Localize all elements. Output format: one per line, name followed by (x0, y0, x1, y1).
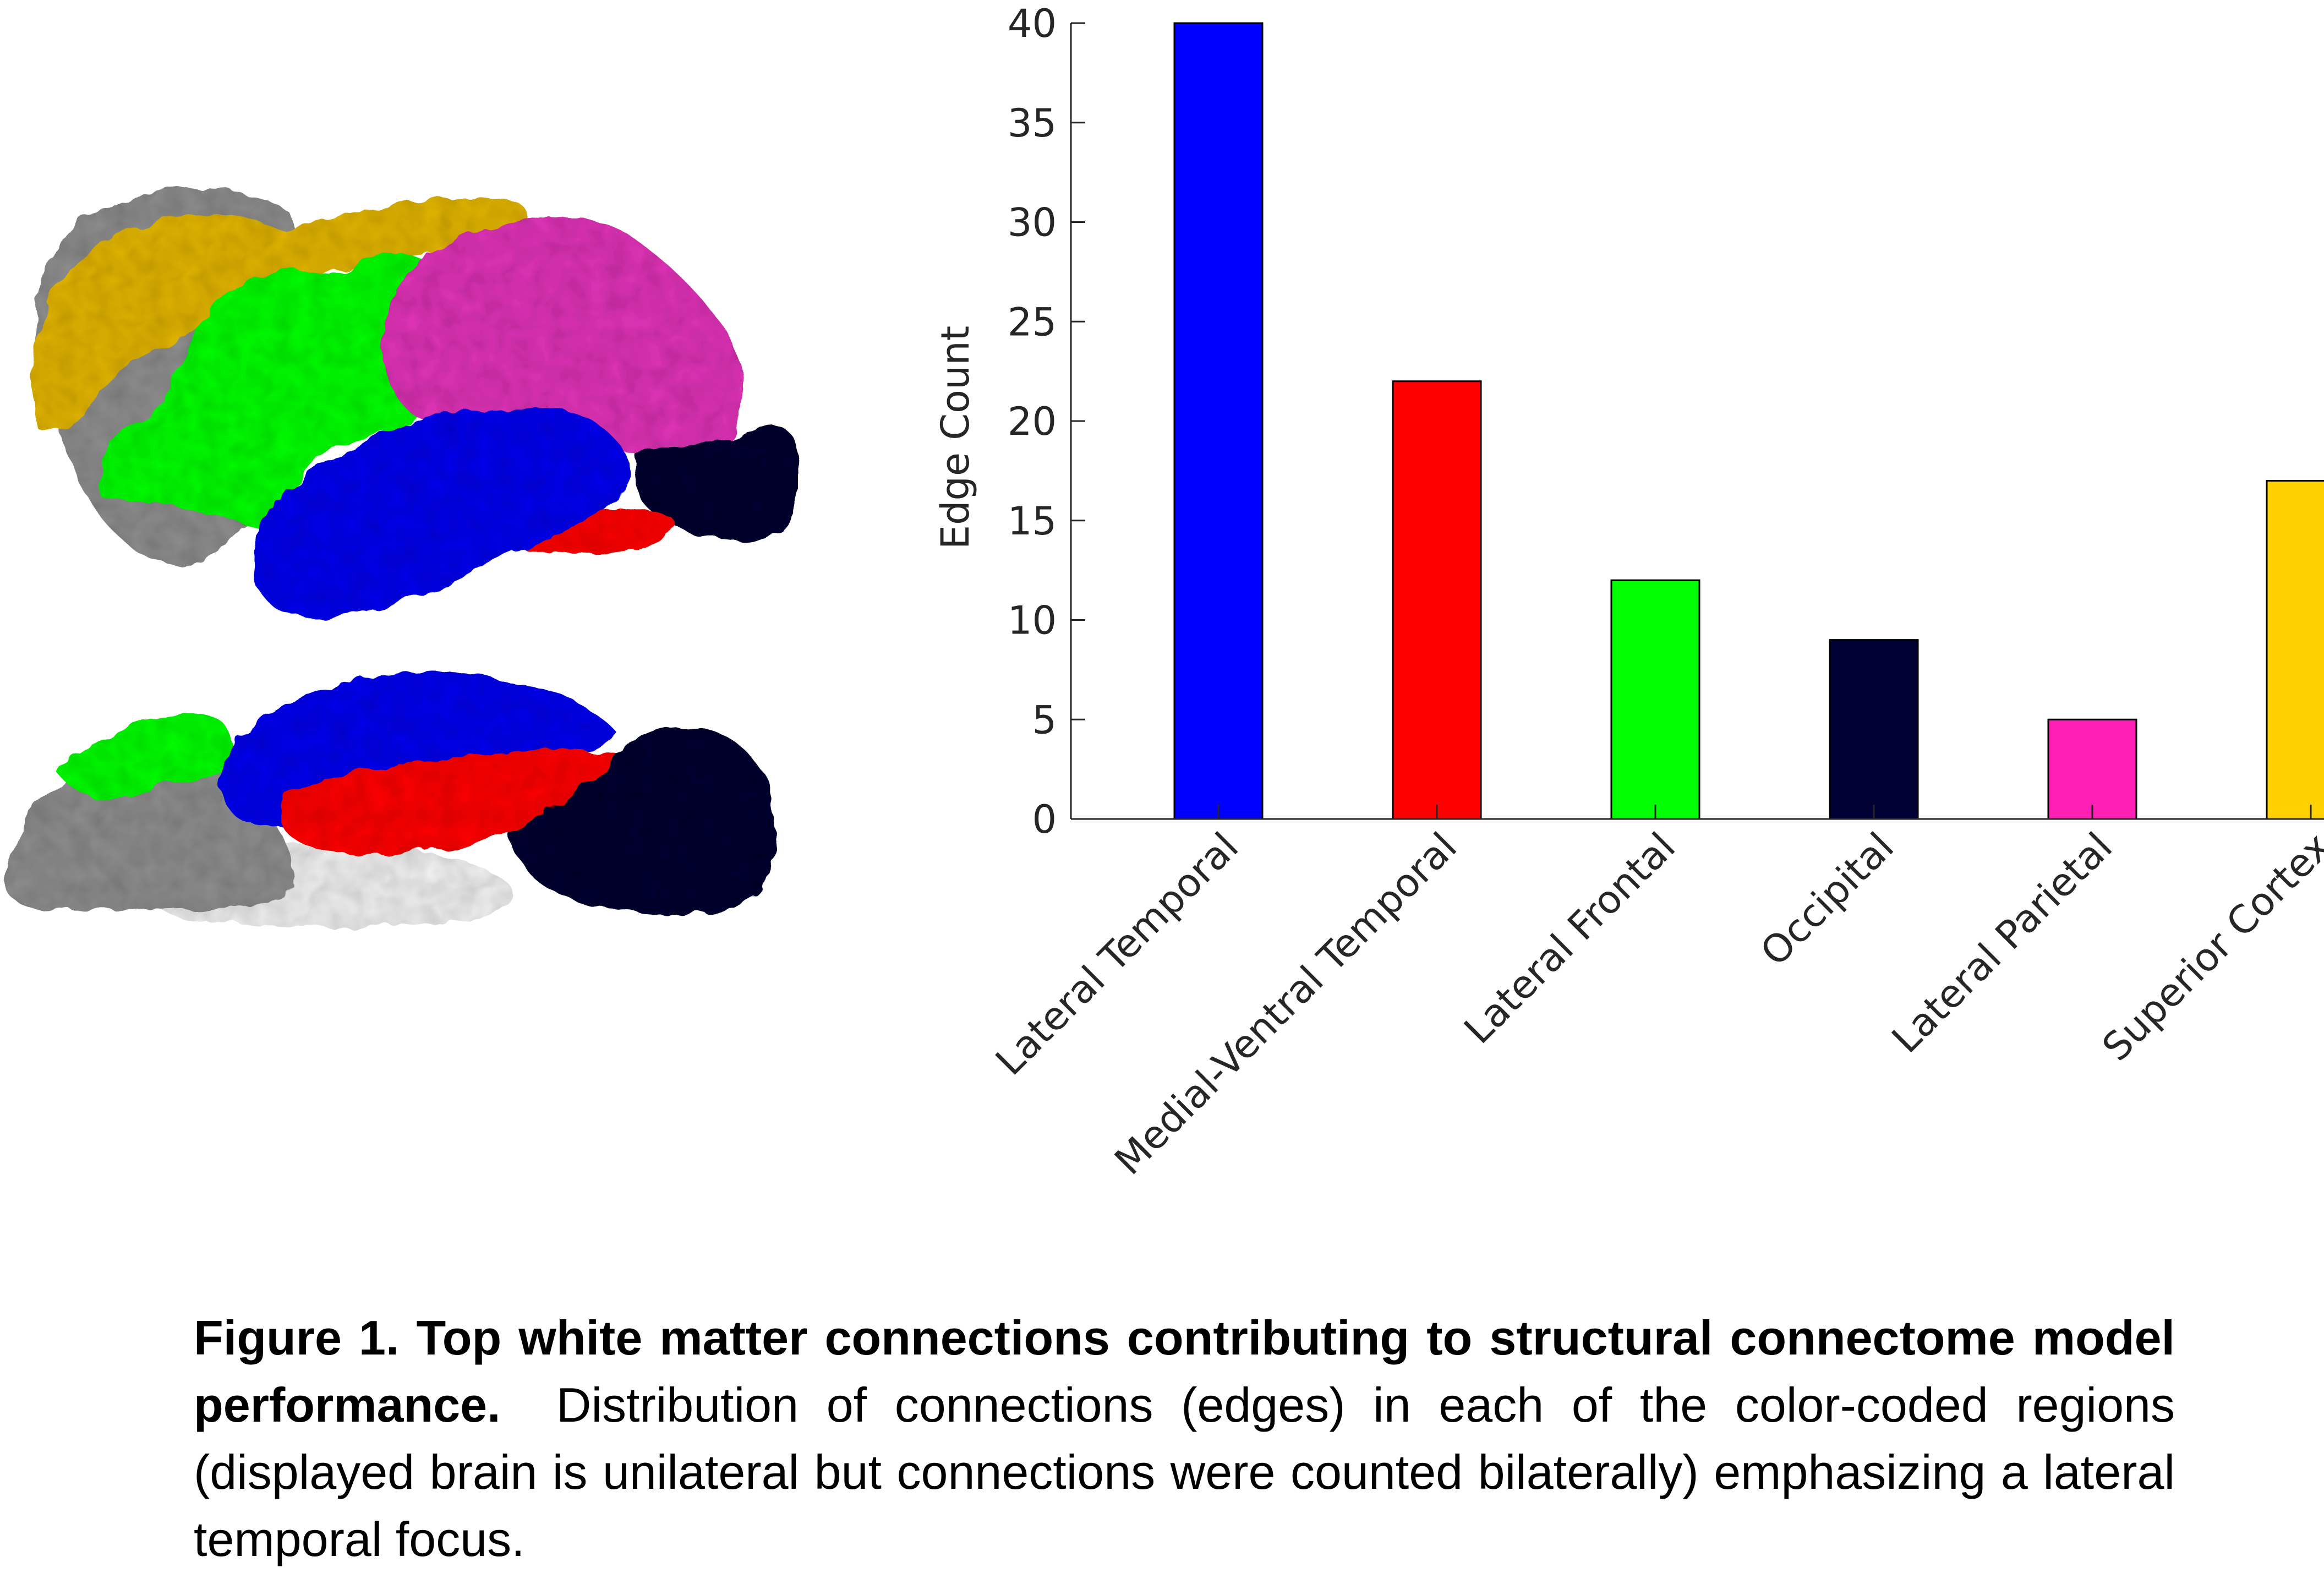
brain-illustration (5, 188, 800, 927)
region-occipital-lateral (632, 425, 800, 540)
inferior-brain-view (5, 671, 775, 927)
lateral-brain-view (32, 188, 800, 618)
region-lateral-frontal-inferior (55, 714, 236, 800)
bar-medial-ventral-temporal (1392, 380, 1482, 820)
y-axis: 0 5 10 15 20 25 30 35 40 (1008, 1, 1085, 842)
y-tick-label: 0 (1032, 797, 1057, 842)
region-lateral-parietal-lateral (383, 216, 743, 451)
y-tick-label: 35 (1008, 101, 1057, 146)
y-tick-label: 40 (1008, 1, 1057, 46)
region-lateral-temporal-lateral (252, 406, 628, 618)
y-tick-label: 10 (1008, 598, 1057, 643)
bar-superior-cortex (2266, 479, 2324, 820)
bars (1173, 22, 2324, 820)
region-lateral-frontal-lateral (98, 254, 424, 528)
edge-count-bar-chart: 0 5 10 15 20 25 30 35 40 Lateral TemporalMedial-… (933, 1, 2324, 1183)
y-tick-label: 30 (1008, 200, 1057, 245)
y-tick-label: 15 (1008, 499, 1057, 544)
bar-lateral-parietal (2047, 718, 2137, 820)
bar-lateral-frontal (1610, 579, 1700, 820)
caption-text: Distribution of connections (edges) in e… (194, 1378, 2175, 1566)
x-tick-label: Medial-Ventral Temporal (1106, 824, 1466, 1183)
x-tick-label: Lateral Frontal (1456, 824, 1684, 1052)
region-medial-ventral-temporal-lateral (495, 509, 675, 554)
x-tick-label: Lateral Temporal (987, 824, 1247, 1084)
caption-label: Figure 1. Top white matter connections c… (194, 1310, 2175, 1432)
region-occipital-inferior (512, 726, 775, 915)
bar-lateral-temporal (1173, 22, 1264, 820)
x-tick-label: Occipital (1752, 824, 1902, 975)
y-tick-label: 20 (1008, 399, 1057, 444)
y-tick-label: 25 (1008, 299, 1057, 345)
y-axis-label: Edge Count (933, 326, 978, 549)
figure-caption: Figure 1. Top white matter connections c… (194, 1304, 2175, 1573)
y-tick-label: 5 (1032, 697, 1057, 742)
x-tick-label: Lateral Parietal (1883, 824, 2121, 1062)
bar-occipital (1829, 639, 1919, 820)
x-tick-label: Superior Cortex (2093, 824, 2324, 1070)
